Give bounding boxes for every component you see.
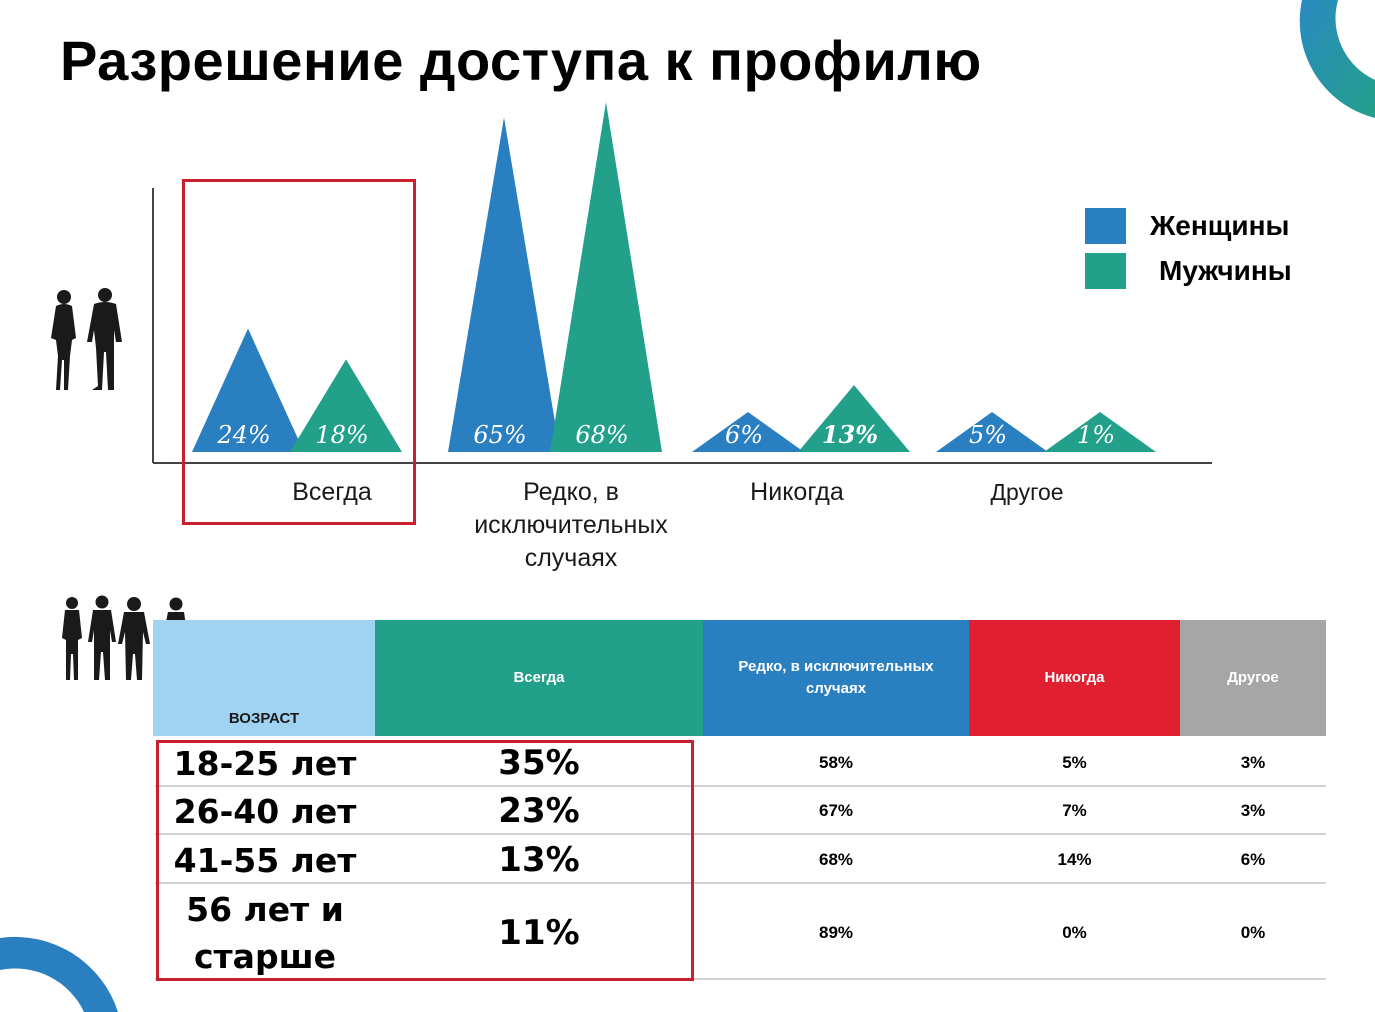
legend-item-men: Мужчины — [1085, 253, 1292, 289]
data-label-women-rarely: 65% — [473, 421, 526, 449]
corner-arc-decoration-bottom — [0, 936, 118, 1012]
table-row-divider — [155, 978, 1326, 980]
highlight-box-table — [156, 740, 694, 981]
table-cell-rarely: 68% — [818, 850, 854, 869]
data-label-men-always: 18% — [315, 421, 368, 449]
table-cell-never: 0% — [1062, 923, 1087, 942]
chart-axes — [152, 188, 1212, 464]
table-row-divider — [155, 833, 1326, 835]
table-cell-rarely: 58% — [818, 753, 854, 772]
legend-swatch-men — [1085, 253, 1126, 289]
table-cell-rarely: 67% — [818, 801, 854, 820]
legend-item-women: Женщины — [1085, 208, 1289, 244]
table-cell-always: 13% — [498, 840, 580, 880]
data-label-women-other: 5% — [969, 421, 1007, 449]
table-header-always: Всегда — [375, 620, 703, 736]
data-label-men-other: 1% — [1077, 421, 1115, 449]
data-label-men-rarely: 68% — [575, 421, 628, 449]
highlight-box-always — [182, 179, 416, 525]
triangle-bar-men-always — [290, 359, 402, 452]
table-cell-always: 11% — [498, 913, 580, 953]
table-cell-never: 5% — [1062, 753, 1087, 772]
table-cell-other: 6% — [1240, 850, 1266, 869]
triangle-bar-women-always — [192, 328, 304, 452]
table-cell-rarely: 89% — [818, 923, 854, 942]
data-label-women-never: 6% — [725, 421, 763, 449]
data-label-men-never: 13% — [822, 420, 878, 449]
table-cell-never: 7% — [1062, 801, 1087, 820]
table-cell-other: 3% — [1240, 753, 1266, 772]
triangle-bar-women-never — [692, 412, 804, 452]
table-header-rarely: Редко, в исключительных случаях — [703, 620, 969, 736]
table-cell-age: 18-25 лет — [173, 743, 357, 783]
data-label-women-always: 24% — [216, 421, 270, 449]
category-label-other: Другое — [990, 479, 1064, 505]
table-cell-age: 56 лет и старше — [160, 886, 370, 980]
table-header-never: Никогда — [969, 620, 1180, 736]
table-cell-age: 26-40 лет — [173, 791, 357, 831]
category-label-always: Всегда — [292, 478, 372, 506]
category-label-never: Никогда — [750, 478, 844, 506]
table-header-age: ВОЗРАСТ — [153, 620, 375, 736]
table-cell-always: 35% — [498, 743, 580, 783]
corner-arc-decoration — [1299, 0, 1375, 118]
table-cell-age-text: 56 лет и старше — [186, 890, 344, 976]
triangle-bar-men-rarely — [550, 102, 662, 452]
table-cell-always: 23% — [498, 791, 580, 831]
legend-label-women: Женщины — [1150, 210, 1290, 241]
triangle-bar-women-other — [936, 412, 1048, 452]
table-row-divider — [155, 785, 1326, 787]
table-cell-other: 0% — [1240, 923, 1266, 942]
category-label-rarely: Редко, в исключительных случаях — [474, 478, 668, 572]
table-header-other: Другое — [1180, 620, 1326, 736]
table-row-divider — [155, 882, 1326, 884]
couple-silhouette-icon — [51, 288, 122, 390]
triangle-bar-chart: 24% 65% 6% 5% 18% 68% 13% 1% — [152, 102, 1212, 464]
page-title: Разрешение доступа к профилю — [60, 29, 982, 92]
legend-swatch-women — [1085, 208, 1126, 244]
table-cell-other: 3% — [1240, 801, 1266, 820]
triangle-bar-men-other — [1044, 412, 1156, 452]
legend-label-men: Мужчины — [1159, 255, 1292, 286]
triangle-bar-women-rarely — [448, 117, 560, 453]
table-cell-age: 41-55 лет — [173, 840, 357, 880]
triangle-bar-men-never — [798, 385, 910, 452]
table-cell-never: 14% — [1057, 850, 1092, 869]
